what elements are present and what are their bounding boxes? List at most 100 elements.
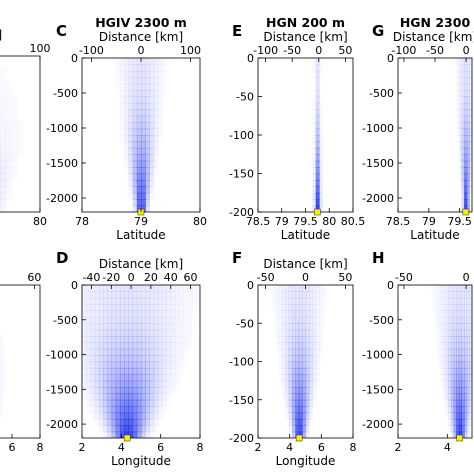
density-cell	[153, 316, 159, 324]
density-cell	[128, 336, 134, 343]
density-cell	[166, 323, 172, 331]
y-tick-label: -50	[236, 317, 254, 330]
density-cell	[315, 342, 320, 350]
density-cell	[103, 285, 108, 292]
density-cell	[82, 374, 87, 382]
density-cell	[0, 419, 1, 426]
density-cell	[464, 399, 468, 407]
density-cell	[461, 167, 465, 175]
density-cell	[312, 173, 317, 181]
density-cell	[302, 323, 307, 331]
density-cell	[305, 425, 310, 433]
density-cell	[145, 285, 151, 292]
density-cell	[285, 323, 290, 331]
density-cell	[174, 329, 180, 337]
density-cell	[98, 355, 104, 363]
density-cell	[469, 348, 472, 356]
density-cell	[149, 323, 155, 331]
density-cell	[119, 406, 125, 414]
density-cell	[86, 297, 92, 305]
density-cell	[111, 297, 117, 305]
density-cell	[115, 387, 121, 394]
density-cell	[132, 186, 138, 194]
density-cell	[136, 173, 142, 181]
density-cell	[319, 342, 323, 349]
density-cell	[145, 361, 151, 369]
top-tick-label: 40	[164, 271, 178, 284]
density-cell	[132, 83, 138, 91]
density-cell	[0, 63, 1, 70]
density-cell	[442, 361, 447, 369]
density-cell	[315, 304, 320, 312]
density-cell	[312, 304, 317, 312]
density-cell	[308, 310, 313, 318]
density-cell	[179, 362, 184, 369]
density-cell	[461, 285, 465, 292]
density-cell	[153, 109, 159, 117]
density-cell	[94, 380, 100, 388]
density-cell	[453, 342, 457, 350]
density-cell	[291, 316, 296, 324]
density-cell	[453, 431, 457, 438]
density-cell	[458, 285, 463, 292]
density-cell	[157, 336, 163, 343]
density-cell	[149, 418, 155, 426]
density-cell	[145, 374, 151, 382]
density-cell	[166, 393, 171, 400]
density-cell	[153, 374, 159, 382]
density-cell	[6, 82, 12, 89]
density-cell	[136, 135, 142, 143]
density-cell	[170, 304, 176, 312]
density-cell	[445, 329, 449, 337]
density-cell	[0, 393, 3, 400]
density-cell	[103, 355, 108, 363]
density-cell	[149, 387, 155, 394]
density-cell	[319, 109, 323, 116]
density-cell	[298, 355, 303, 363]
density-cell	[153, 122, 159, 130]
density-cell	[162, 393, 167, 401]
density-cell	[115, 348, 121, 356]
density-cell	[0, 102, 6, 109]
x-tick-label: 80.5	[341, 215, 366, 228]
density-cell	[174, 348, 180, 356]
density-cell	[466, 329, 470, 337]
density-cell	[128, 316, 134, 324]
density-cell	[119, 342, 125, 350]
density-cell	[322, 285, 326, 292]
density-cell	[319, 349, 323, 356]
density-cell	[466, 316, 470, 324]
density-cell	[305, 361, 310, 369]
density-cell	[103, 310, 108, 318]
density-cell	[132, 361, 138, 369]
density-cell	[154, 425, 159, 432]
density-cell	[453, 387, 457, 394]
density-cell	[11, 154, 17, 161]
density-cell	[469, 102, 472, 110]
density-cell	[128, 109, 134, 117]
density-cell	[456, 361, 460, 369]
density-cell	[298, 425, 303, 433]
density-cell	[153, 291, 159, 299]
density-cell	[458, 141, 463, 149]
density-cell	[128, 64, 134, 72]
density-cell	[103, 342, 108, 350]
density-cell	[136, 412, 142, 420]
density-cell	[464, 329, 468, 337]
density-cell	[145, 399, 151, 407]
density-cell	[466, 186, 470, 194]
x-tick-label: 78	[75, 215, 89, 228]
density-cell	[312, 310, 317, 318]
density-cell	[445, 393, 449, 401]
density-cell	[145, 179, 151, 187]
density-cell	[298, 406, 303, 414]
density-cell	[157, 348, 163, 356]
density-cell	[179, 349, 184, 356]
density-cell	[124, 154, 129, 162]
density-cell	[119, 70, 125, 78]
density-cell	[302, 348, 307, 356]
density-cell	[157, 367, 163, 375]
density-cell	[291, 412, 296, 420]
density-cell	[141, 399, 146, 407]
